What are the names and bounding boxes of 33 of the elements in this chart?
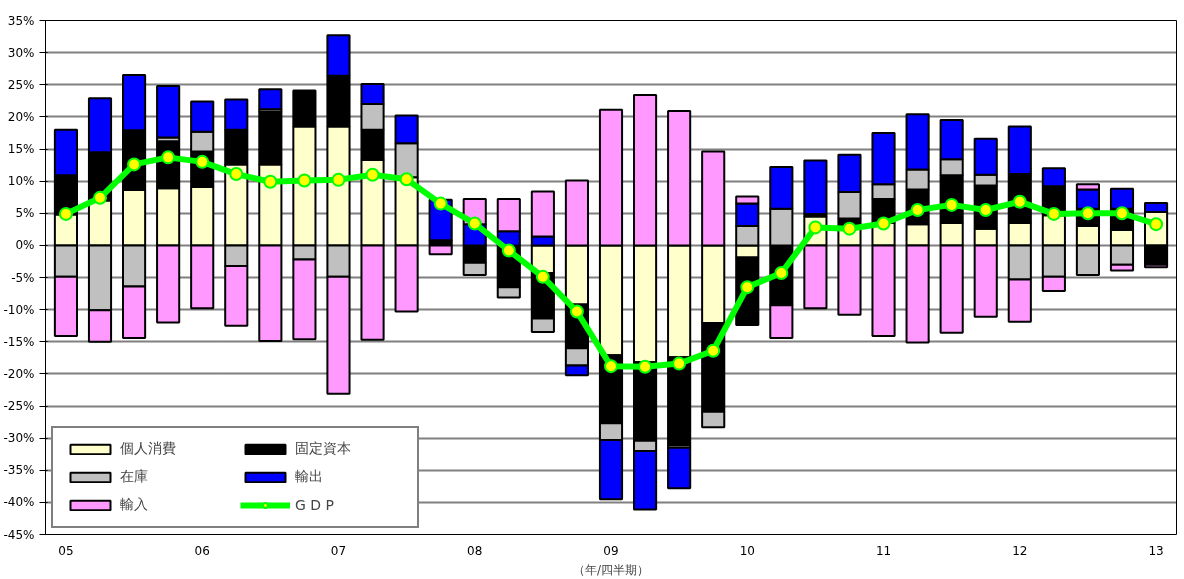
y-tick-label: 35% xyxy=(7,13,35,28)
y-tick-label: 20% xyxy=(7,109,35,124)
x-tick-label: 06 xyxy=(194,543,210,558)
legend-label: 在庫 xyxy=(120,468,149,486)
y-tick-label: -25% xyxy=(3,399,35,413)
x-tick-label: 05 xyxy=(58,543,74,558)
y-tick-label: -30% xyxy=(3,431,35,446)
x-tick-label: 13 xyxy=(1148,543,1164,558)
x-tick-label: 12 xyxy=(1012,543,1028,558)
y-tick-label: -45% xyxy=(3,527,35,542)
x-tick-label: 08 xyxy=(467,543,483,558)
legend-label: 輸入 xyxy=(120,496,149,514)
legend-label: 固定資本 xyxy=(295,440,352,458)
y-tick-label: -15% xyxy=(3,334,35,349)
y-tick-label: -5% xyxy=(11,270,35,285)
y-tick-label: -10% xyxy=(3,302,35,317)
y-tick-label: -20% xyxy=(3,366,35,381)
legend-label: 個人消費 xyxy=(120,440,177,458)
x-tick-label: 11 xyxy=(875,543,892,558)
y-tick-label: 25% xyxy=(7,77,35,92)
legend-label: G D P xyxy=(295,497,335,513)
y-tick-label: -40% xyxy=(3,495,35,510)
y-tick-label: 30% xyxy=(7,45,35,60)
y-tick-label: -35% xyxy=(3,463,35,478)
x-tick-label: 10 xyxy=(739,543,755,558)
legend-label: 輸出 xyxy=(295,468,324,486)
y-tick-label: 5% xyxy=(15,206,35,221)
y-tick-label: 15% xyxy=(7,142,35,156)
x-tick-label: 09 xyxy=(603,543,619,558)
x-tick-label: 07 xyxy=(330,543,347,558)
y-tick-label: 10% xyxy=(7,174,35,189)
x-axis-title: （年/四半期） xyxy=(572,562,650,577)
y-tick-label: 0% xyxy=(15,238,35,253)
